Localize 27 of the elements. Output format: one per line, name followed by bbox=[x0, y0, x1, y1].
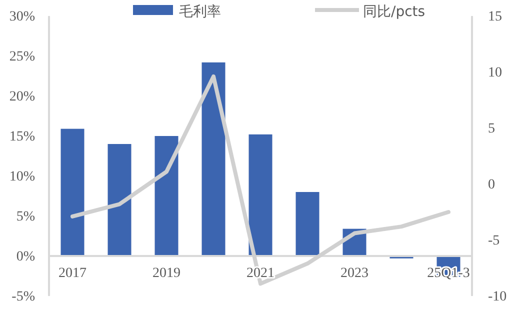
bar bbox=[248, 134, 272, 256]
x-tick-label: 2017 bbox=[58, 266, 86, 281]
bar bbox=[202, 62, 226, 256]
y2-tick-label: 5 bbox=[488, 121, 495, 136]
y2-tick-label: 10 bbox=[488, 65, 502, 80]
y-tick-label: 20% bbox=[9, 89, 36, 104]
bar bbox=[154, 136, 178, 256]
y2-tick-label: -10 bbox=[488, 289, 507, 304]
y-tick-label: 10% bbox=[9, 169, 36, 184]
x-tick-label: 2021 bbox=[246, 266, 274, 281]
y-tick-label: 0% bbox=[16, 249, 36, 264]
y-tick-label: 5% bbox=[16, 209, 36, 224]
x-tick-label: 2019 bbox=[152, 266, 180, 281]
bar bbox=[296, 192, 320, 256]
x-tick-label: 25Q1-3 bbox=[427, 266, 470, 281]
legend-label: 同比/pcts bbox=[363, 4, 426, 20]
bar bbox=[108, 144, 132, 256]
y-tick-label: 30% bbox=[9, 9, 36, 24]
legend-label: 毛利率 bbox=[179, 4, 221, 20]
y-tick-label: 25% bbox=[9, 49, 36, 64]
y2-tick-label: 15 bbox=[488, 9, 502, 24]
x-tick-label: 2023 bbox=[340, 266, 368, 281]
y2-tick-label: -5 bbox=[488, 233, 500, 248]
y-tick-label: 15% bbox=[9, 129, 36, 144]
y-tick-label: -5% bbox=[12, 289, 36, 304]
bar bbox=[60, 128, 84, 256]
y2-tick-label: 0 bbox=[488, 177, 495, 192]
